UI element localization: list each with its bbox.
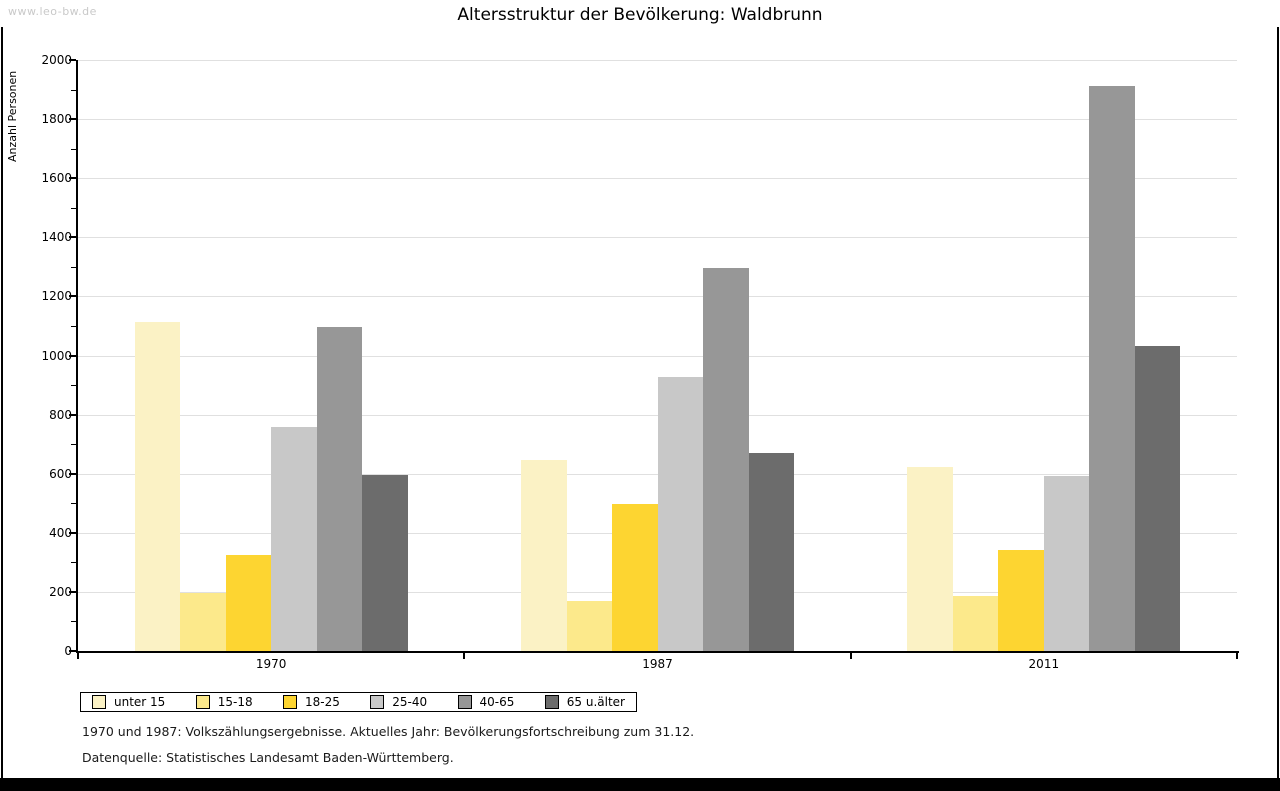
y-minor-tick-500 — [71, 503, 76, 505]
legend-swatch-15-18 — [195, 695, 210, 709]
frame-border-left — [1, 27, 3, 791]
bar-65-u-lter-1987 — [748, 452, 794, 651]
x-axis-line — [76, 651, 1239, 653]
y-minor-tick-1700 — [71, 148, 76, 150]
y-major-tick-1800 — [69, 118, 76, 121]
bar-65-u-lter-1970 — [362, 475, 408, 651]
category-tick-2 — [849, 653, 852, 659]
bar-unter-15-1970 — [134, 321, 181, 651]
y-tick-label-200: 200 — [49, 584, 72, 599]
gridline-1600 — [78, 178, 1237, 180]
y-tick-label-1400: 1400 — [41, 230, 72, 245]
gridline-1200 — [78, 296, 1237, 298]
legend-item-18-25: 18-25 — [282, 695, 340, 709]
bar-25-40-2011 — [1043, 476, 1090, 651]
bar-65-u-lter-2011 — [1134, 346, 1181, 651]
bar-18-25-2011 — [998, 549, 1044, 651]
legend-item-unter-15: unter 15 — [92, 695, 165, 709]
gridline-1000 — [78, 355, 1237, 357]
y-tick-label-800: 800 — [49, 407, 72, 422]
footnote-data-source: Datenquelle: Statistisches Landesamt Bad… — [82, 750, 454, 765]
y-tick-label-2000: 2000 — [41, 53, 72, 67]
bar-40-65-1970 — [316, 327, 363, 651]
footnote-source-note: 1970 und 1987: Volkszählungsergebnisse. … — [82, 724, 695, 739]
y-major-tick-200 — [69, 590, 76, 593]
legend-label-15-18: 15-18 — [217, 695, 253, 709]
bar-40-65-1987 — [703, 268, 749, 651]
y-major-tick-400 — [69, 531, 76, 534]
y-tick-label-1200: 1200 — [41, 289, 72, 304]
bar-unter-15-2011 — [907, 467, 953, 651]
bar-25-40-1970 — [271, 427, 317, 651]
x-label-1987: 1987 — [642, 657, 673, 671]
legend-label-unter-15: unter 15 — [114, 695, 166, 709]
y-minor-tick-1500 — [71, 207, 76, 209]
y-minor-tick-300 — [71, 562, 76, 564]
y-major-tick-1000 — [69, 354, 76, 357]
y-major-tick-600 — [69, 472, 76, 475]
legend-swatch-unter-15 — [92, 695, 106, 709]
y-tick-label-400: 400 — [49, 525, 72, 540]
legend-label-65-u-lter: 65 u.älter — [566, 695, 625, 709]
legend-label-18-25: 18-25 — [304, 695, 340, 709]
legend-label-40-65: 40-65 — [479, 695, 515, 709]
gridline-1400 — [78, 237, 1237, 239]
watermark: www.leo-bw.de — [8, 5, 97, 18]
legend-item-15-18: 15-18 — [195, 695, 253, 709]
y-tick-label-1000: 1000 — [41, 348, 72, 363]
y-major-tick-800 — [69, 413, 76, 416]
bottom-frame-bar — [0, 778, 1280, 791]
x-label-1970: 1970 — [255, 657, 287, 671]
y-axis-line — [76, 60, 78, 653]
y-major-tick-2000 — [69, 59, 76, 61]
legend-item-25-40: 25-40 — [370, 695, 427, 709]
y-tick-label-600: 600 — [49, 466, 72, 481]
y-major-tick-1200 — [69, 295, 76, 298]
y-tick-label-1600: 1600 — [41, 171, 72, 186]
y-major-tick-1400 — [69, 236, 76, 239]
bar-unter-15-1987 — [521, 460, 567, 651]
y-minor-tick-1900 — [71, 89, 76, 91]
bar-15-18-2011 — [952, 595, 999, 651]
y-minor-tick-1100 — [71, 325, 76, 327]
x-label-2011: 2011 — [1028, 657, 1060, 671]
legend-swatch-25-40 — [370, 695, 385, 709]
legend-swatch-18-25 — [282, 695, 297, 709]
category-tick-0 — [77, 653, 79, 659]
gridline-2000 — [78, 60, 1237, 61]
category-tick-3 — [1236, 653, 1238, 659]
bar-15-18-1970 — [180, 592, 226, 651]
legend: unter 15 15-18 18-25 25-40 40-65 65 u.älter — [80, 692, 637, 712]
y-minor-tick-100 — [71, 621, 76, 623]
bar-15-18-1987 — [566, 600, 612, 651]
y-tick-label-0: 0 — [0, 643, 72, 659]
category-tick-1 — [463, 653, 466, 659]
plot-area — [78, 60, 1237, 651]
y-minor-tick-700 — [71, 444, 76, 446]
legend-item-40-65: 40-65 — [457, 695, 515, 709]
frame-border-right — [1277, 27, 1279, 791]
page-title: Altersstruktur der Bevölkerung: Waldbrun… — [457, 5, 823, 25]
legend-label-25-40: 25-40 — [392, 695, 428, 709]
y-minor-tick-1300 — [71, 266, 76, 268]
legend-swatch-65-u-lter — [544, 695, 559, 709]
legend-item-65-u-lter: 65 u.älter — [544, 695, 625, 709]
y-major-tick-1600 — [69, 177, 76, 180]
bar-18-25-1987 — [612, 503, 658, 651]
gridline-1800 — [78, 119, 1237, 121]
y-minor-tick-900 — [71, 385, 76, 387]
y-tick-label-1800: 1800 — [41, 112, 72, 127]
bar-18-25-1970 — [225, 555, 272, 651]
bar-25-40-1987 — [657, 377, 703, 651]
y-major-tick-0 — [69, 650, 76, 652]
bar-40-65-2011 — [1089, 86, 1135, 651]
legend-swatch-40-65 — [457, 695, 472, 709]
